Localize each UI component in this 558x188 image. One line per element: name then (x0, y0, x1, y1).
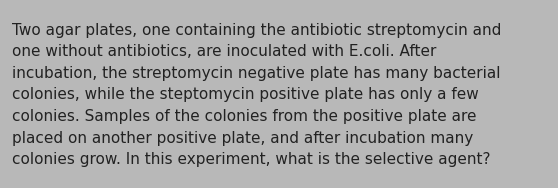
Text: Two agar plates, one containing the antibiotic streptomycin and
one without anti: Two agar plates, one containing the anti… (12, 23, 502, 167)
